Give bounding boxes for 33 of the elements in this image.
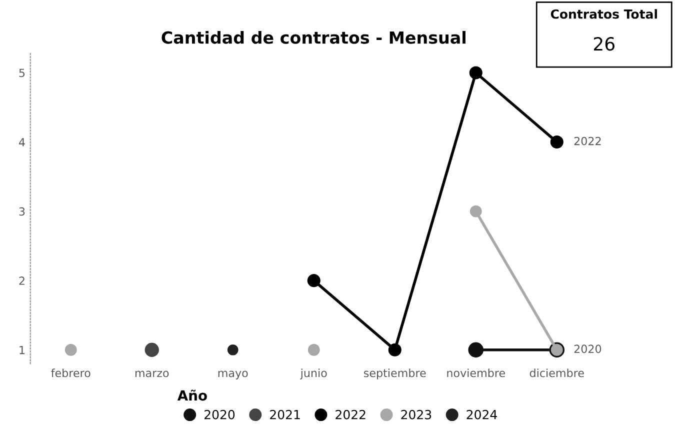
point (468, 342, 484, 358)
legend-label: 2021 (270, 410, 300, 420)
point (307, 274, 320, 288)
legend-label: 2022 (336, 410, 366, 420)
x-tick-label: septiembre (364, 368, 426, 380)
text: 26 (594, 37, 614, 51)
point (227, 344, 238, 356)
x-tick-label: noviembre (447, 368, 505, 378)
point (308, 344, 320, 356)
x-tick-label: marzo (135, 370, 169, 378)
legend-label: 2020 (204, 410, 235, 420)
legend-label: 2023 (401, 410, 432, 420)
chart-title: Cantidad de contratos - Mensual (162, 30, 466, 44)
x-tick-label: febrero (51, 368, 90, 378)
point (144, 342, 159, 357)
y-tick-label: 5 (19, 68, 25, 78)
legend-title: Año (177, 390, 207, 401)
y-tick-label: 3 (19, 207, 25, 216)
point (388, 343, 402, 356)
annotation: 2020 (574, 344, 602, 354)
y-tick-label: 2 (19, 276, 24, 285)
point (64, 344, 77, 356)
point (469, 66, 482, 80)
x-tick-label: junio (300, 368, 327, 380)
y-tick-label: 4 (18, 138, 25, 146)
point (470, 205, 482, 218)
point (550, 135, 564, 149)
text: Contratos Total (550, 9, 657, 19)
y-tick-label: 1 (20, 346, 24, 354)
annotation: 2022 (574, 136, 601, 146)
x-tick-label: diciembre (530, 368, 584, 378)
legend-label: 2024 (466, 410, 497, 420)
x-tick-label: mayo (218, 370, 248, 380)
